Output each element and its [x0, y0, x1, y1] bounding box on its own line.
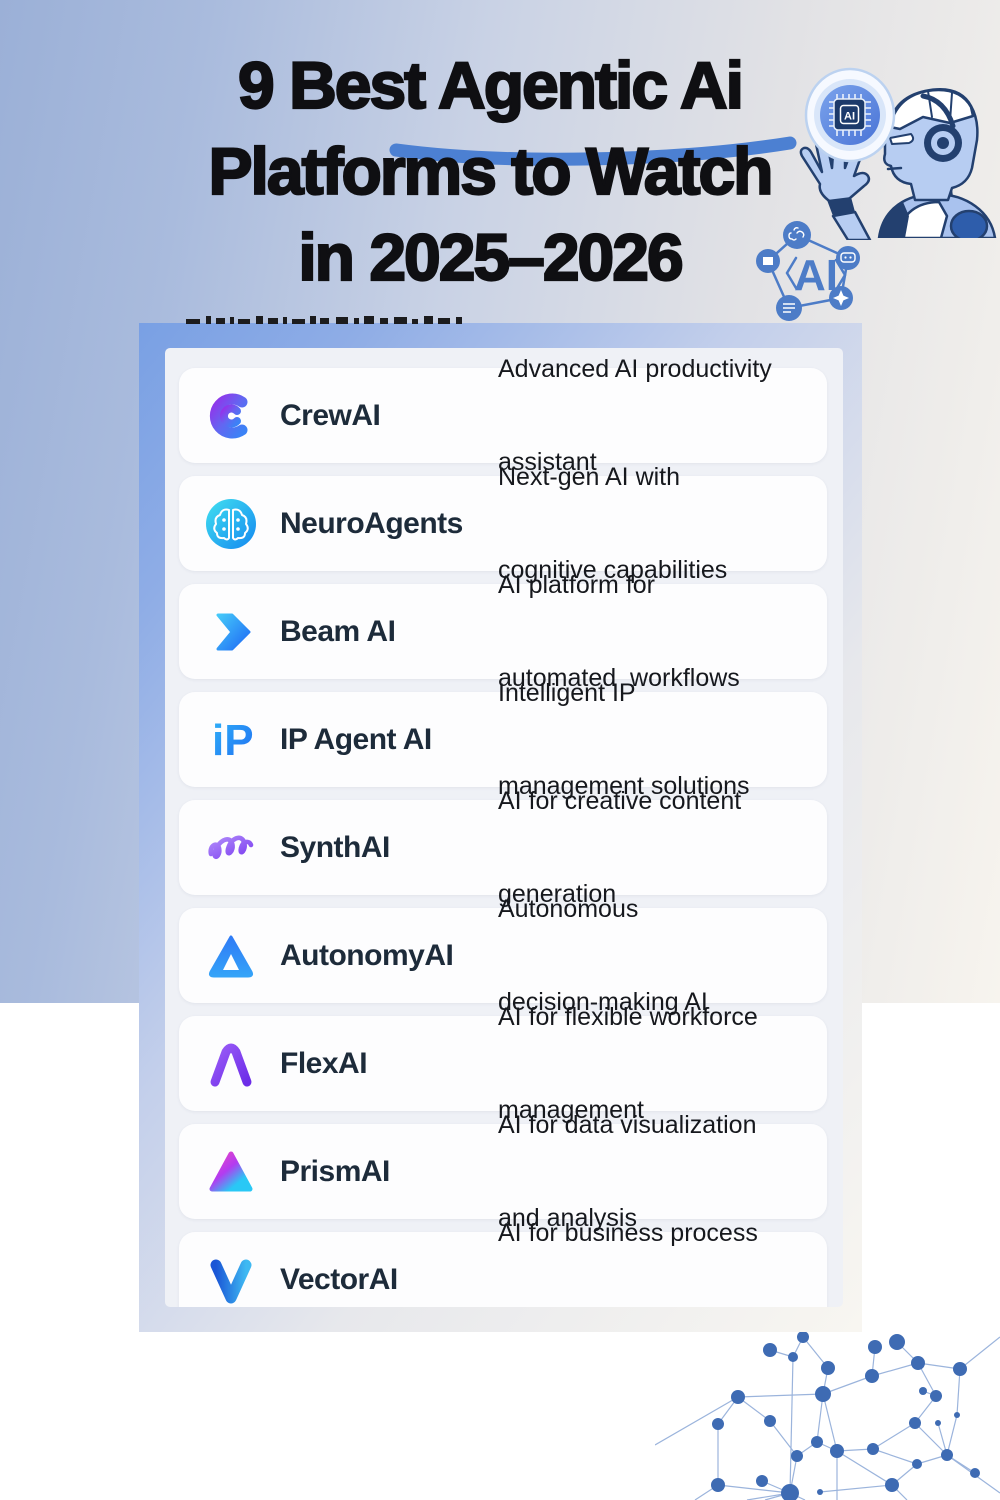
- platform-row: NeuroAgents Next-gen AI with cognitive c…: [179, 463, 827, 584]
- description-line-1: AI for flexible workforce: [498, 1002, 758, 1031]
- platform-name: Beam AI: [280, 614, 396, 648]
- description-line-1: Next-gen AI with: [498, 462, 681, 491]
- title-line-1: 9 Best Agentic Ai: [237, 47, 745, 123]
- platform-row: FlexAI AI for flexible workforce managem…: [179, 1003, 827, 1124]
- platform-name: VectorAI: [280, 1262, 398, 1296]
- description-line-1: AI platform for: [498, 570, 655, 599]
- crewai-logo-icon: [205, 390, 257, 442]
- description-line-1: Advanced AI productivity: [498, 354, 772, 383]
- chip-badge-label: AI: [844, 111, 855, 123]
- flexai-logo-icon: [205, 1038, 257, 1090]
- platform-description: Next-gen AI with cognitive capabilities: [498, 400, 727, 648]
- title-line-2: Platforms to Watch: [207, 133, 774, 209]
- platform-description: AI platform for automated workflows: [498, 508, 740, 756]
- network-badge-label: AI: [794, 251, 838, 300]
- robot-hand-icon: [799, 131, 872, 240]
- clipped-text-fragments: [186, 316, 462, 324]
- ip-agent-ai-logo-icon: iP: [205, 714, 257, 766]
- main-panel: CrewAI Advanced AI productivity assistan…: [139, 323, 862, 1332]
- description-line-2: generation: [498, 879, 617, 908]
- description-line-2: management: [498, 1095, 644, 1124]
- description-line-1: AI for data visualization: [498, 1110, 757, 1139]
- neuroagents-logo-icon: [205, 498, 257, 550]
- platform-list: CrewAI Advanced AI productivity assistan…: [165, 348, 843, 1307]
- platform-name: IP Agent AI: [280, 722, 432, 756]
- description-line-2: management solutions: [498, 771, 750, 800]
- platform-description: AI for data visualization and analysis: [498, 1048, 756, 1296]
- description-line-2: cognitive capabilities: [498, 555, 728, 584]
- title-line-3: in 2025–2026: [297, 219, 685, 295]
- ai-chip-badge-icon: AI: [804, 67, 896, 163]
- prismai-logo-icon: [205, 1146, 257, 1198]
- svg-text:iP: iP: [212, 716, 254, 765]
- platform-row: CrewAI Advanced AI productivity assistan…: [179, 355, 827, 476]
- platform-list-panel: CrewAI Advanced AI productivity assistan…: [165, 348, 843, 1307]
- page-title: 9 Best Agentic Ai Platforms to Watch in …: [0, 42, 980, 300]
- title-underline-stroke: [389, 136, 797, 166]
- platform-description: Intelligent IP management solutions: [498, 616, 750, 864]
- platform-row: AutonomyAI Autonomous decision-making AI: [179, 895, 827, 1016]
- platform-name: CrewAI: [280, 398, 381, 432]
- platform-description: AI for creative content generation: [498, 724, 741, 972]
- description-line-1: AI for creative content: [498, 786, 742, 815]
- description-line-2: decision-making AI: [498, 987, 708, 1016]
- platform-row: VectorAI AI for business process automat…: [179, 1219, 827, 1307]
- ai-network-badge-icon: AI: [756, 221, 860, 321]
- description-line-1: AI for business process: [498, 1218, 758, 1247]
- description-line-2: assistant: [498, 447, 597, 476]
- network-decoration: [655, 1331, 1000, 1500]
- platform-description: Advanced AI productivity assistant: [498, 348, 772, 540]
- platform-name: PrismAI: [280, 1154, 390, 1188]
- platform-name: FlexAI: [280, 1046, 368, 1080]
- robot-illustration-icon: [877, 88, 997, 238]
- description-line-1: Intelligent IP: [498, 678, 636, 707]
- description-line-2: automated workflows: [498, 663, 740, 692]
- platform-row: iP IP Agent AI Intelligent IP management…: [179, 679, 827, 800]
- platform-row: PrismAI AI for data visualization and an…: [179, 1111, 827, 1232]
- description-line-1: Autonomous: [498, 894, 639, 923]
- autonomyai-logo-icon: [205, 930, 257, 982]
- synthai-logo-icon: [205, 822, 257, 874]
- platform-name: SynthAI: [280, 830, 390, 864]
- description-line-2: and analysis: [498, 1203, 637, 1232]
- platform-row: SynthAI AI for creative content generati…: [179, 787, 827, 908]
- platform-name: AutonomyAI: [280, 938, 454, 972]
- vectorai-logo-icon: [205, 1254, 257, 1306]
- platform-description: Autonomous decision-making AI: [498, 832, 708, 1080]
- platform-description: AI for flexible workforce management: [498, 940, 758, 1188]
- platform-row: Beam AI AI platform for automated workfl…: [179, 571, 827, 692]
- beam-ai-logo-icon: [205, 606, 257, 658]
- platform-name: NeuroAgents: [280, 506, 463, 540]
- platform-description: AI for business process automation: [498, 1156, 758, 1308]
